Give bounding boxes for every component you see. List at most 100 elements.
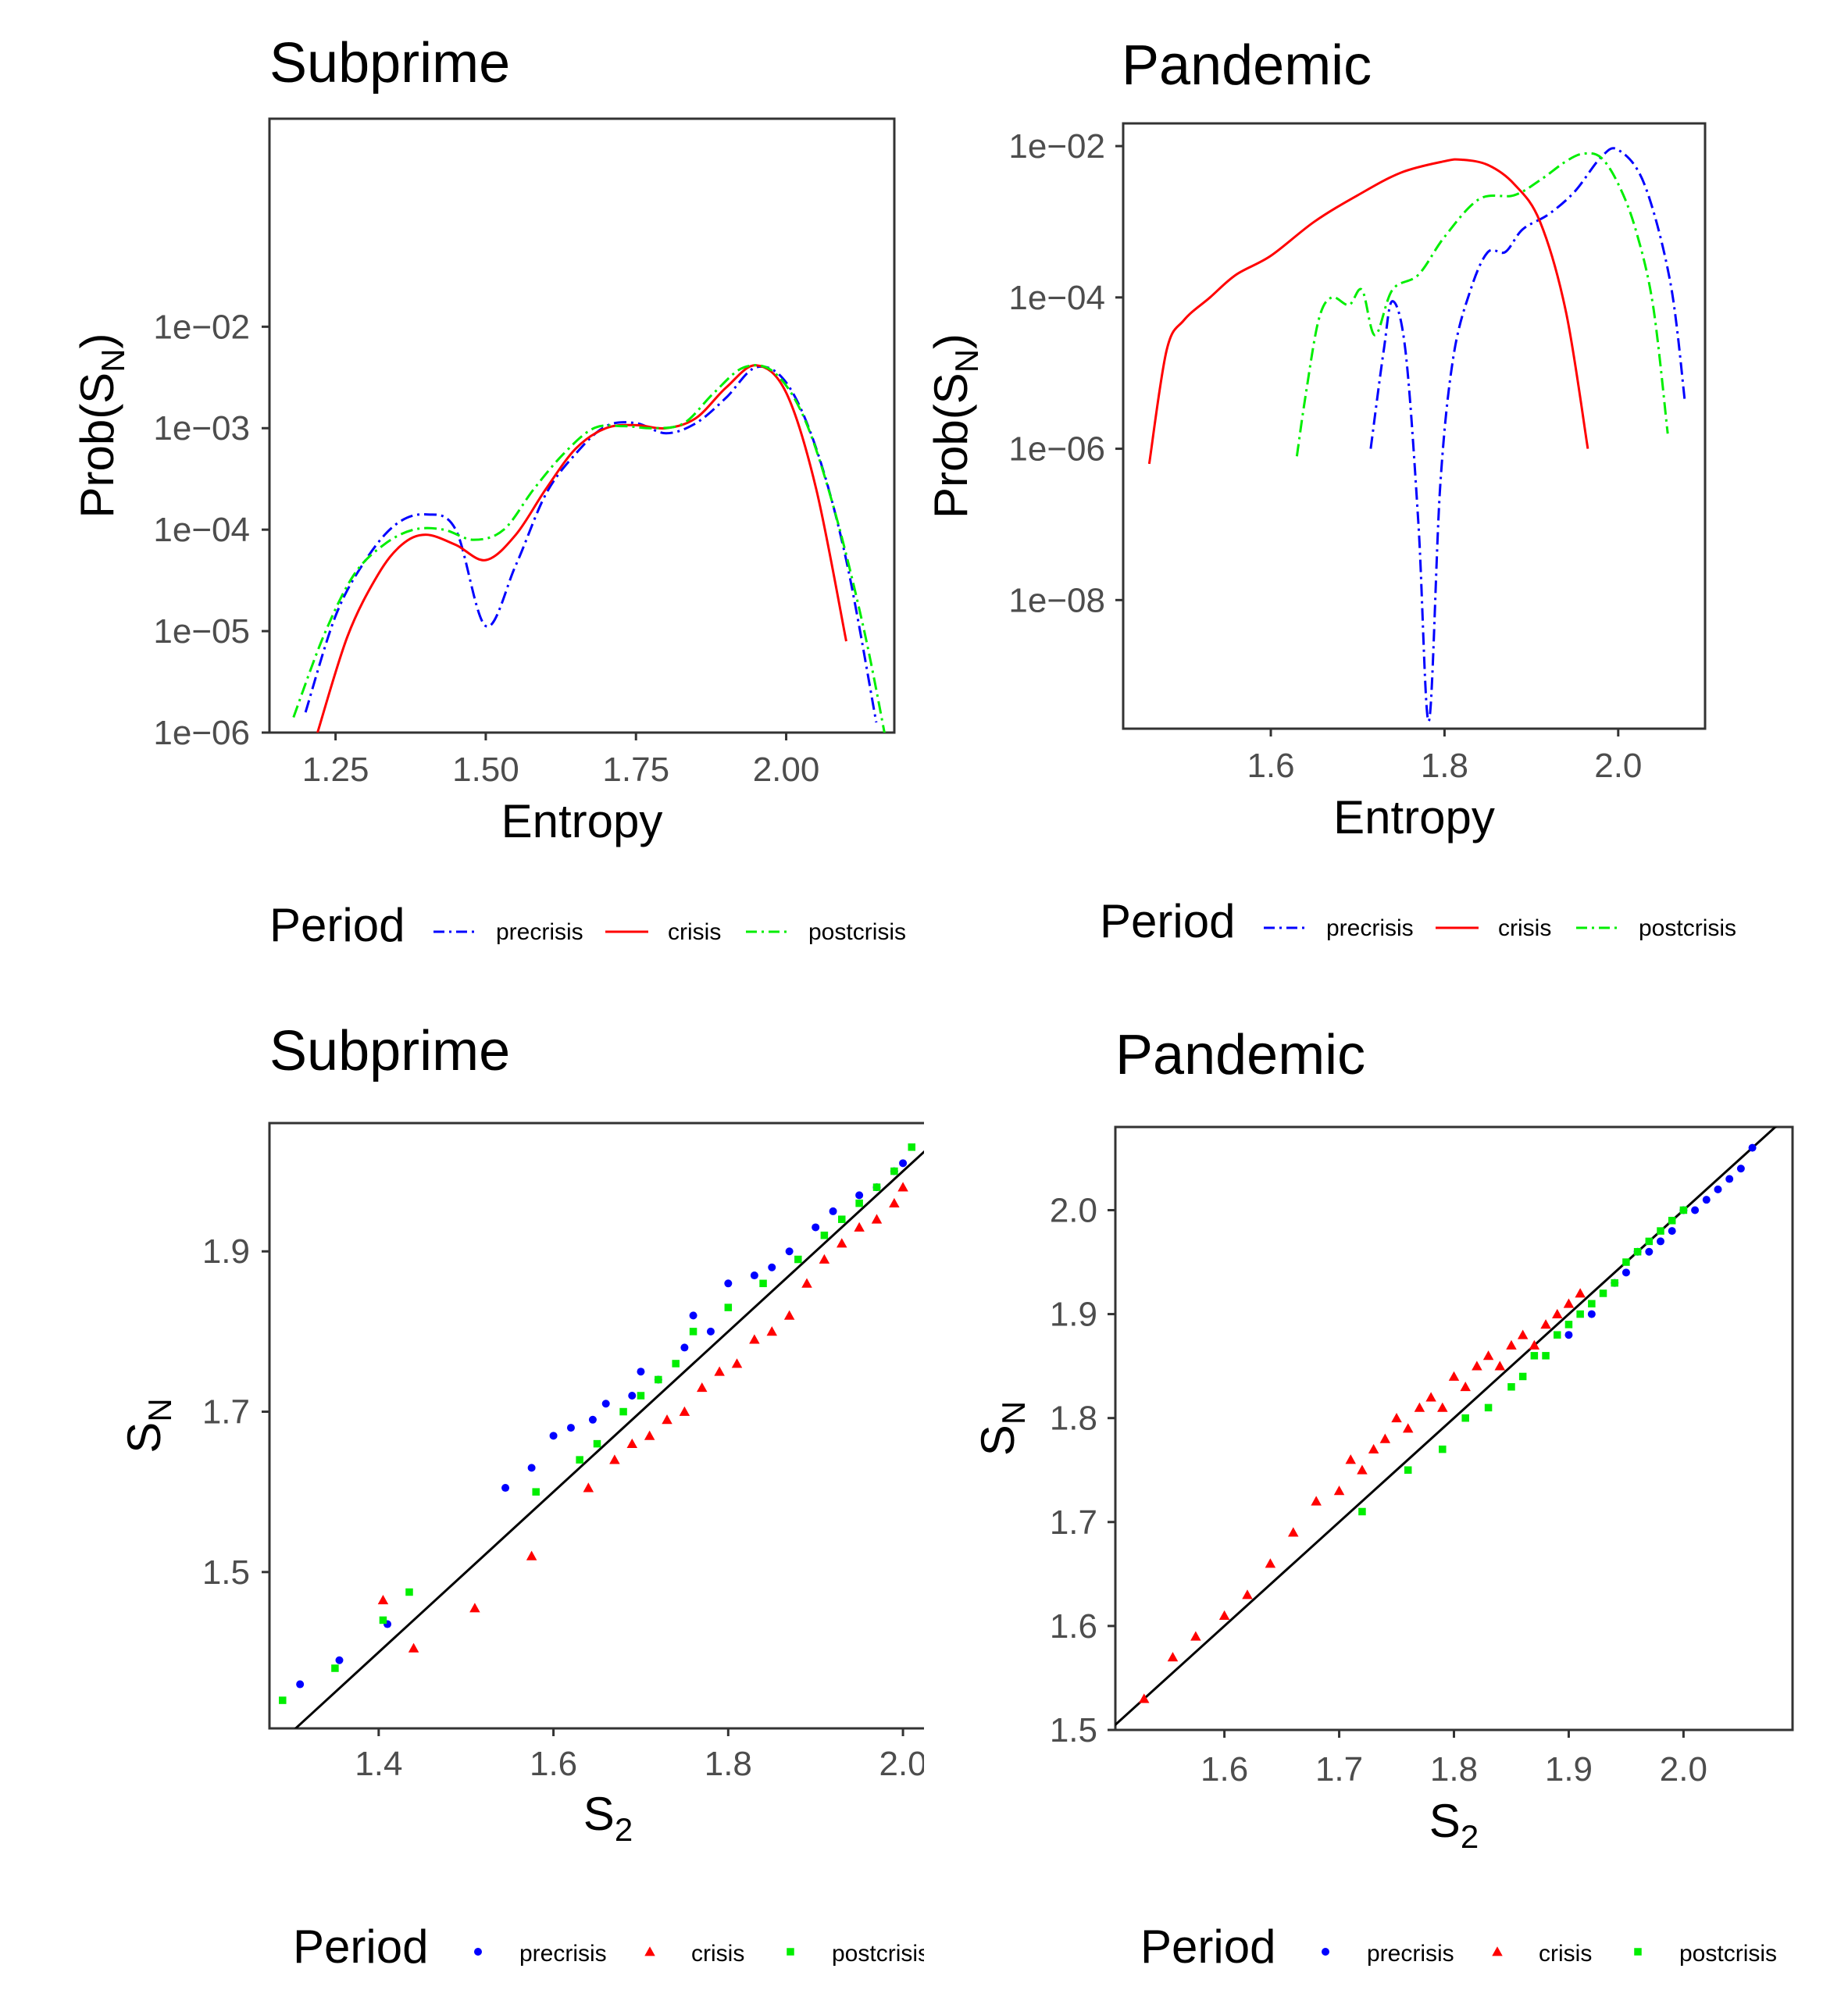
point-postcrisis — [794, 1255, 802, 1264]
point-crisis — [1379, 1433, 1391, 1443]
x-axis-label: S2 — [583, 1788, 633, 1848]
legend-label-precrisis: precrisis — [496, 919, 583, 945]
series-crisis — [1138, 1288, 1586, 1703]
legend-item-crisis: crisis — [1492, 1941, 1592, 1967]
chart-subprime-density: Subprime 1e−06 1e−05 1e−04 1e−03 1e−02 1.25 1.5… — [71, 32, 906, 951]
series-line-precrisis — [304, 365, 878, 723]
point-crisis — [662, 1414, 672, 1425]
legend-item-crisis: crisis — [1436, 915, 1551, 941]
legend-key-postcrisis — [1634, 1948, 1642, 1956]
x-tick-label: 1.75 — [602, 751, 669, 789]
y-axis-label-end: ) — [71, 333, 123, 348]
chart-title: Subprime — [269, 1020, 510, 1082]
point-crisis — [526, 1550, 537, 1560]
series-postcrisis — [279, 1143, 916, 1704]
point-postcrisis — [1518, 1372, 1527, 1381]
point-precrisis — [1736, 1164, 1745, 1173]
legend-item-postcrisis: postcrisis — [746, 919, 906, 945]
y-tick-label: 1.6 — [1050, 1607, 1097, 1646]
point-postcrisis — [1611, 1279, 1618, 1287]
point-precrisis — [588, 1415, 597, 1424]
point-crisis — [897, 1182, 908, 1192]
x-tick-label: 1.8 — [705, 1745, 752, 1783]
x-tick-label: 1.6 — [1200, 1750, 1248, 1789]
legend-key-crisis — [1492, 1946, 1503, 1956]
legend-key-crisis — [644, 1946, 655, 1956]
plot-border — [1122, 122, 1707, 730]
legend-label-crisis: crisis — [1498, 915, 1551, 941]
point-crisis — [1460, 1382, 1471, 1392]
point-crisis — [1563, 1298, 1575, 1308]
chart-title: Pandemic — [1122, 34, 1372, 97]
point-postcrisis — [637, 1392, 645, 1400]
x-tick-label: 1.25 — [302, 751, 369, 789]
legend: Period precrisis crisis postcrisis — [1140, 1920, 1777, 1973]
point-crisis — [408, 1642, 419, 1653]
y-tick-label: 1e−06 — [153, 714, 250, 752]
point-crisis — [1437, 1402, 1448, 1412]
point-precrisis — [768, 1263, 776, 1271]
chart-panel-subprime-scatter: Subprime 1.5 1.7 1.9 1.4 1.6 1.8 2.0 S2 SN Period p… — [0, 1008, 948, 2011]
point-crisis — [609, 1454, 620, 1464]
point-precrisis — [1691, 1206, 1700, 1214]
legend-item-postcrisis: postcrisis — [1576, 915, 1736, 941]
point-crisis — [1265, 1558, 1276, 1568]
x-axis-label-main: Entropy — [501, 795, 663, 847]
y-tick-label: 1.7 — [1050, 1503, 1097, 1542]
point-crisis — [1517, 1329, 1529, 1339]
point-crisis — [801, 1278, 812, 1288]
legend-label-postcrisis: postcrisis — [1639, 915, 1736, 941]
x-tick-label: 1.4 — [355, 1745, 402, 1783]
x-tick-label: 1.6 — [530, 1745, 577, 1783]
point-postcrisis — [724, 1304, 733, 1311]
series-line-crisis — [316, 364, 847, 733]
legend-label-precrisis: precrisis — [1326, 915, 1414, 941]
point-postcrisis — [820, 1231, 829, 1239]
legend: Period precrisis crisis postcrisis — [1100, 895, 1736, 947]
reference-line — [1115, 1127, 1778, 1727]
point-postcrisis — [1439, 1445, 1447, 1453]
point-precrisis — [812, 1223, 820, 1232]
point-precrisis — [566, 1424, 575, 1432]
point-crisis — [644, 1430, 655, 1440]
plot-area — [292, 364, 886, 733]
y-tick-label: 1e−06 — [1008, 430, 1105, 469]
point-precrisis — [549, 1432, 558, 1440]
point-crisis — [1402, 1423, 1414, 1433]
legend-title: Period — [1140, 1920, 1275, 1973]
point-crisis — [469, 1603, 480, 1613]
point-precrisis — [1725, 1175, 1734, 1183]
chart-panel-subprime-density: Subprime 1e−06 1e−05 1e−04 1e−03 1e−02 1.25 1.5… — [0, 0, 924, 1008]
plot-area — [279, 1129, 947, 1728]
point-crisis — [1482, 1350, 1494, 1361]
point-postcrisis — [1633, 1247, 1642, 1256]
x-axis-label-sub: 2 — [615, 1811, 633, 1848]
chart-panel-pandemic-scatter: Pandemic 1.5 1.6 1.7 1.8 1.9 2.0 1.6 1.7 1.8 1.9 2.… — [924, 1008, 1848, 2011]
y-tick-label: 2.0 — [1050, 1191, 1097, 1229]
point-crisis — [679, 1406, 690, 1416]
point-postcrisis — [855, 1199, 863, 1207]
legend-label-precrisis: precrisis — [1367, 1941, 1454, 1967]
point-postcrisis — [1564, 1321, 1573, 1328]
point-precrisis — [1748, 1143, 1757, 1152]
point-precrisis — [601, 1400, 610, 1408]
x-tick-label: 2.0 — [1660, 1750, 1707, 1789]
point-postcrisis — [1622, 1258, 1630, 1266]
y-tick-label: 1.5 — [1050, 1711, 1097, 1749]
point-precrisis — [501, 1484, 510, 1493]
point-precrisis — [637, 1368, 645, 1376]
point-crisis — [714, 1366, 725, 1376]
point-precrisis — [706, 1327, 715, 1336]
point-postcrisis — [1668, 1217, 1676, 1225]
y-tick-label: 1e−02 — [1008, 127, 1105, 166]
point-postcrisis — [1358, 1507, 1366, 1516]
x-axis-label: Entropy — [501, 795, 663, 847]
point-postcrisis — [1576, 1310, 1584, 1318]
point-crisis — [1167, 1652, 1179, 1662]
point-crisis — [819, 1254, 830, 1264]
y-axis-label-main: S — [972, 1425, 1024, 1456]
legend: Period precrisis crisis postcrisis — [269, 899, 906, 951]
point-crisis — [749, 1334, 760, 1344]
y-tick-label: 1e−02 — [153, 308, 250, 346]
y-axis-label-main: Prob(S — [71, 373, 123, 519]
